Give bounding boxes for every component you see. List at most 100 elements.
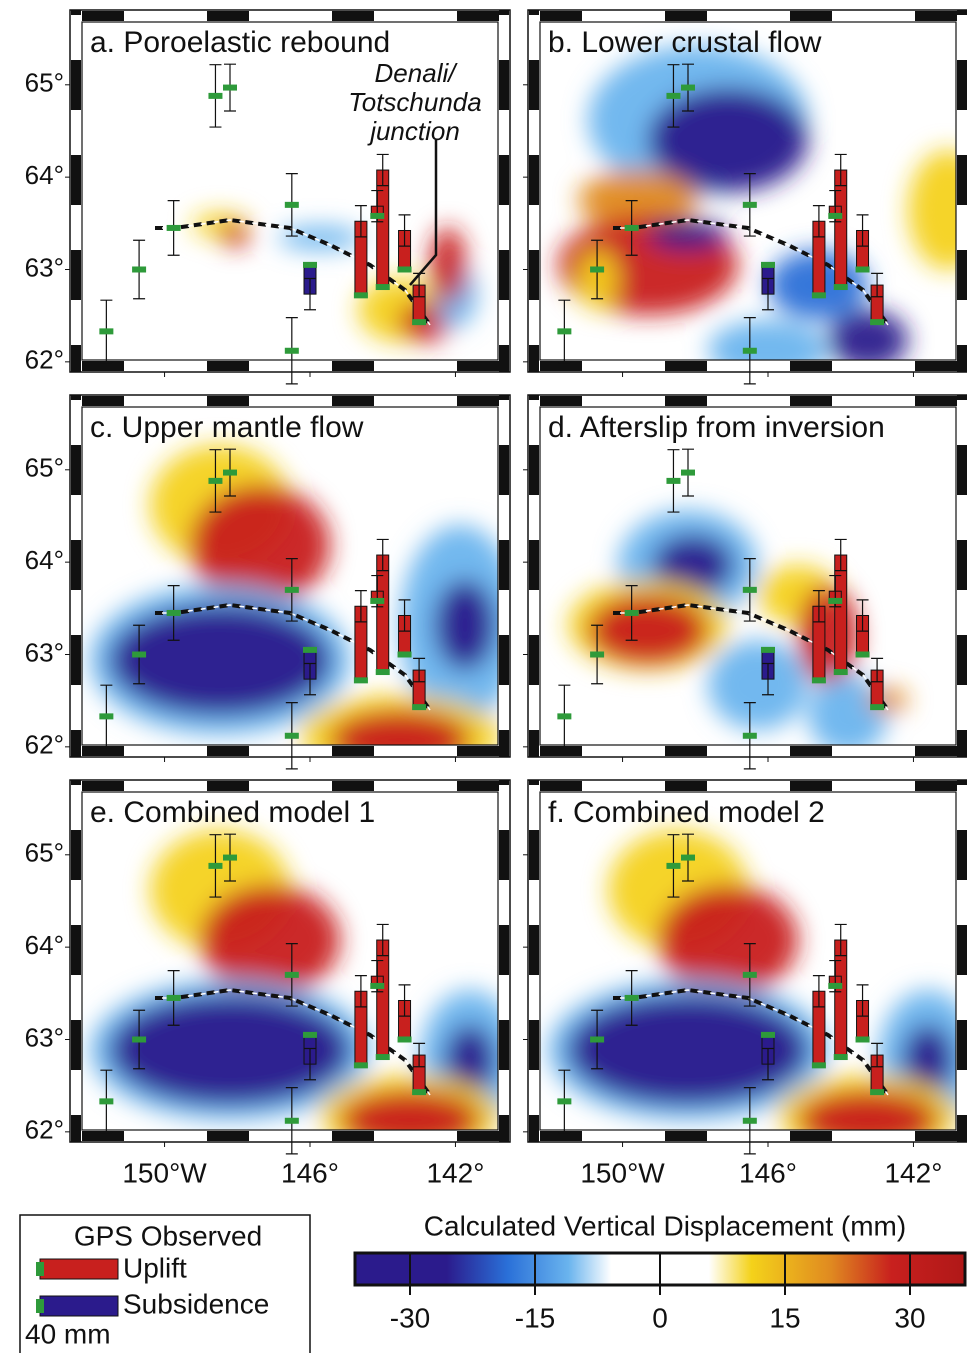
frame	[69, 394, 511, 758]
gps-error-bar	[398, 984, 411, 1017]
gps-station	[624, 609, 639, 616]
displacement-blob	[578, 170, 698, 230]
gps-station	[353, 677, 368, 684]
fault-trace	[155, 217, 432, 327]
gps-error-bar	[398, 599, 411, 632]
colorbar-tick-label: 0	[652, 1302, 668, 1333]
displacement-blob	[798, 585, 858, 685]
gps-station	[284, 586, 299, 593]
gps-station	[666, 92, 681, 99]
gps-error-bar	[834, 923, 847, 957]
frame-inner	[81, 791, 499, 1131]
displacement-blob	[828, 310, 908, 360]
gps-station	[353, 1062, 368, 1069]
map-panel: 150°W 146° 142° f. Combined model 2	[523, 779, 967, 1188]
fault-trace	[613, 602, 890, 712]
lon-tick-label: 150°W	[580, 1157, 665, 1188]
lat-tick-label: 62°	[25, 1115, 64, 1145]
gps-station	[828, 212, 843, 219]
panel-title: a. Poroelastic rebound	[90, 26, 390, 59]
legend-subsidence-swatch	[39, 1295, 119, 1317]
panel-title: c. Upper mantle flow	[90, 411, 364, 444]
colorbar-tick-label: 30	[894, 1302, 925, 1333]
gps-station	[223, 854, 237, 861]
gps-station	[557, 713, 572, 720]
displacement-blob	[435, 580, 495, 670]
gps-station	[370, 982, 385, 989]
displacement-blob	[798, 1090, 938, 1130]
displacement-blob	[658, 885, 798, 995]
gps-station	[811, 677, 826, 684]
displacement-field	[90, 830, 498, 1130]
gps-bar	[376, 169, 390, 288]
gps-station	[742, 971, 757, 978]
gps-station	[855, 266, 870, 273]
lat-tick-label: 64°	[25, 160, 64, 190]
map-panel: 65° 64° 63° 62° a. Poroelastic reboundDenali…	[25, 9, 511, 385]
gps-error-bar	[856, 599, 869, 632]
lon-tick-label: 146°	[739, 1157, 797, 1188]
displacement-blob	[588, 595, 708, 665]
displacement-blob	[903, 1025, 953, 1095]
panel-title: b. Lower crustal flow	[548, 26, 822, 59]
gps-station	[666, 477, 681, 484]
gps-station	[284, 732, 299, 739]
gps-station	[624, 994, 639, 1001]
lat-tick-label: 63°	[25, 637, 64, 667]
lat-tick-label: 63°	[25, 1022, 64, 1052]
gps-station	[397, 1036, 412, 1043]
gps-station	[166, 224, 181, 231]
gps-station	[375, 1054, 390, 1061]
displacement-blob	[190, 485, 330, 605]
map-panel: d. Afterslip from inversion	[523, 394, 967, 770]
panel-title: f. Combined model 2	[548, 796, 825, 829]
displacement-blob	[110, 995, 350, 1105]
fault-trace	[613, 217, 890, 327]
gps-bar	[834, 554, 848, 673]
gps-error-bar	[304, 277, 316, 311]
gps-station	[833, 284, 848, 291]
legend-uplift-swatch	[39, 1258, 119, 1280]
frame-inner	[81, 21, 499, 361]
gps-error-bar	[304, 662, 316, 696]
legend-uplift: Uplift	[123, 1252, 187, 1283]
gps-station	[855, 1036, 870, 1043]
gps-error-bar	[413, 1042, 426, 1068]
gps-error-bar	[856, 984, 869, 1017]
gps-station	[284, 1117, 299, 1124]
legend-scale: 40 mm	[25, 1318, 111, 1349]
gps-error-bar	[812, 975, 825, 1008]
gps-station	[412, 1089, 427, 1096]
panel-title: d. Afterslip from inversion	[548, 411, 885, 444]
gps-station	[833, 1054, 848, 1061]
gps-station	[99, 713, 114, 720]
gps-error-bar	[376, 153, 389, 187]
lon-tick-label: 142°	[884, 1157, 942, 1188]
frame-inner	[539, 406, 957, 746]
gps-station	[761, 646, 775, 653]
gps-station	[557, 328, 572, 335]
gps-station	[132, 266, 147, 273]
gps-error-bar	[762, 662, 774, 696]
displacement-field	[90, 445, 498, 745]
annotation: Totschunda	[348, 87, 481, 117]
gps-station	[590, 651, 605, 658]
frame	[527, 779, 967, 1143]
colorbar-tick-label: 15	[769, 1302, 800, 1333]
frame-inner	[81, 406, 499, 746]
displacement-blob	[430, 227, 466, 303]
gps-station	[870, 1089, 885, 1096]
gps-station	[353, 292, 368, 299]
gps-station	[870, 704, 885, 711]
lat-tick-label: 64°	[25, 930, 64, 960]
displacement-blob	[708, 320, 828, 360]
colorbar-label: Calculated Vertical Displacement (mm)	[424, 1210, 906, 1241]
displacement-blob	[568, 995, 808, 1105]
lon-tick-label: 146°	[281, 1157, 339, 1188]
gps-station	[412, 704, 427, 711]
gps-station	[855, 651, 870, 658]
gps-station	[828, 597, 843, 604]
gps-error-bar	[871, 657, 884, 683]
frame-inner	[539, 791, 957, 1131]
gps-error-bar	[834, 538, 847, 572]
